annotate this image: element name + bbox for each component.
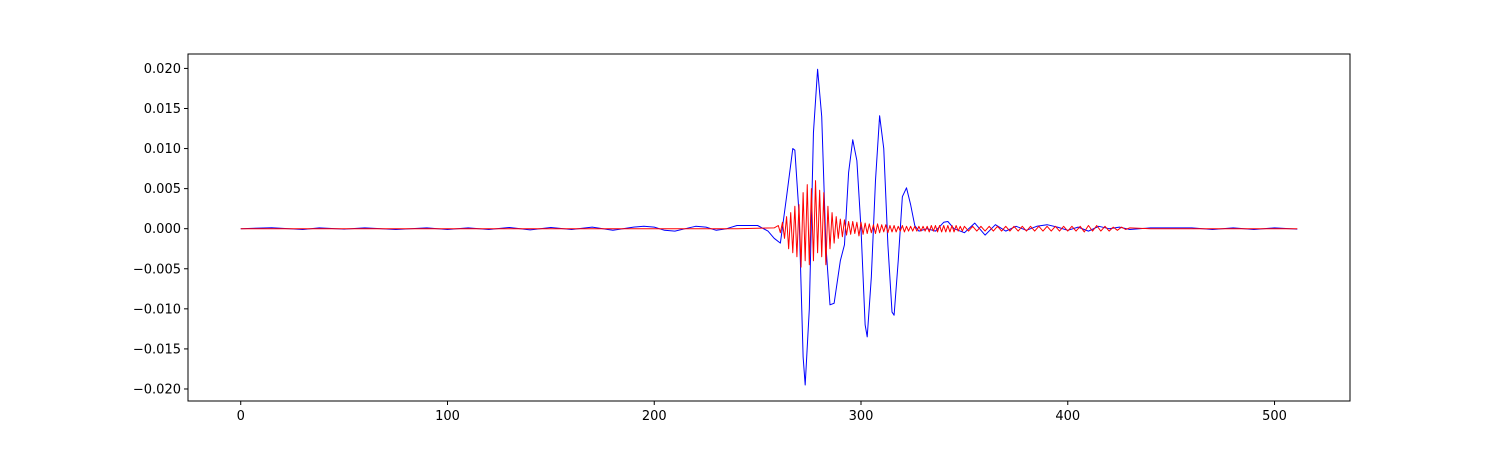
x-tick-label: 400 xyxy=(1055,409,1080,424)
y-tick-label: −0.005 xyxy=(133,262,181,277)
series-layer xyxy=(240,68,1298,386)
x-tick-label: 200 xyxy=(642,409,667,424)
x-tick-label: 300 xyxy=(849,409,874,424)
y-tick-label: −0.020 xyxy=(133,382,181,397)
series-line-1 xyxy=(240,180,1298,268)
x-axis: 0 100 200 300 400 500 xyxy=(237,401,1287,424)
y-tick-label: 0.010 xyxy=(144,142,181,157)
y-tick-label: 0.015 xyxy=(144,102,181,117)
y-tick-label: 0.000 xyxy=(144,222,181,237)
y-tick-label: −0.010 xyxy=(133,302,181,317)
x-tick-label: 100 xyxy=(435,409,460,424)
y-tick-label: 0.020 xyxy=(144,62,181,77)
y-tick-label: 0.005 xyxy=(144,182,181,197)
x-tick-label: 500 xyxy=(1262,409,1287,424)
x-tick-label: 0 xyxy=(237,409,245,424)
plot-frame xyxy=(187,53,1351,402)
series-line-0 xyxy=(240,68,1298,386)
y-axis: −0.020 −0.015 −0.010 −0.005 0.000 0.005 0.010 0… xyxy=(133,62,188,397)
y-tick-label: −0.015 xyxy=(133,342,181,357)
